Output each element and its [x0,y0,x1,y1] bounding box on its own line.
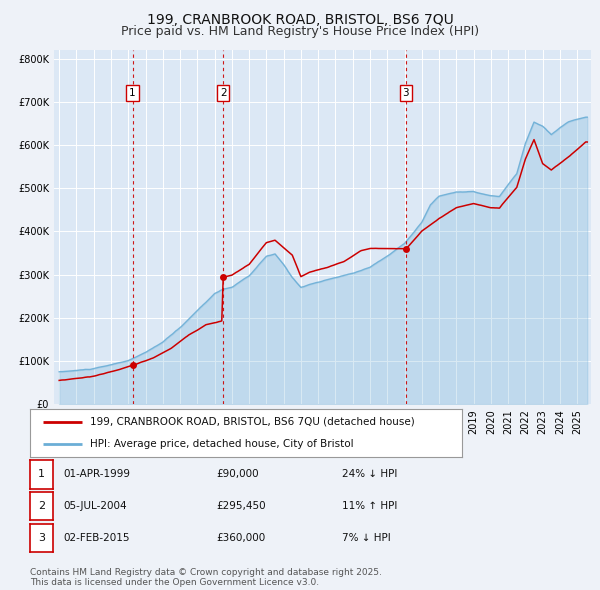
Text: Contains HM Land Registry data © Crown copyright and database right 2025.
This d: Contains HM Land Registry data © Crown c… [30,568,382,587]
Text: 2: 2 [38,502,45,511]
Text: 01-APR-1999: 01-APR-1999 [63,470,130,479]
Text: 199, CRANBROOK ROAD, BRISTOL, BS6 7QU: 199, CRANBROOK ROAD, BRISTOL, BS6 7QU [146,13,454,27]
Text: £295,450: £295,450 [216,502,266,511]
Text: 199, CRANBROOK ROAD, BRISTOL, BS6 7QU (detached house): 199, CRANBROOK ROAD, BRISTOL, BS6 7QU (d… [91,417,415,427]
Text: 1: 1 [38,470,45,479]
Text: 3: 3 [403,88,409,97]
Text: 7% ↓ HPI: 7% ↓ HPI [342,533,391,543]
Text: 24% ↓ HPI: 24% ↓ HPI [342,470,397,479]
Text: £90,000: £90,000 [216,470,259,479]
Text: HPI: Average price, detached house, City of Bristol: HPI: Average price, detached house, City… [91,439,354,449]
Text: 2: 2 [220,88,227,97]
Text: 1: 1 [129,88,136,97]
Text: £360,000: £360,000 [216,533,265,543]
Text: Price paid vs. HM Land Registry's House Price Index (HPI): Price paid vs. HM Land Registry's House … [121,25,479,38]
Text: 3: 3 [38,533,45,543]
Text: 05-JUL-2004: 05-JUL-2004 [63,502,127,511]
Text: 11% ↑ HPI: 11% ↑ HPI [342,502,397,511]
Text: 02-FEB-2015: 02-FEB-2015 [63,533,130,543]
